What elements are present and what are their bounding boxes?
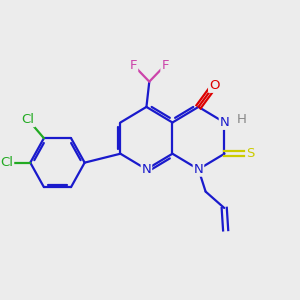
Text: F: F (130, 59, 137, 72)
Text: Cl: Cl (22, 113, 34, 126)
Text: O: O (209, 79, 220, 92)
Text: Cl: Cl (0, 156, 13, 169)
Text: N: N (220, 116, 230, 129)
Text: F: F (161, 59, 169, 72)
Text: S: S (246, 147, 254, 160)
Text: N: N (142, 163, 151, 176)
Text: N: N (194, 163, 203, 176)
Text: H: H (237, 113, 247, 126)
